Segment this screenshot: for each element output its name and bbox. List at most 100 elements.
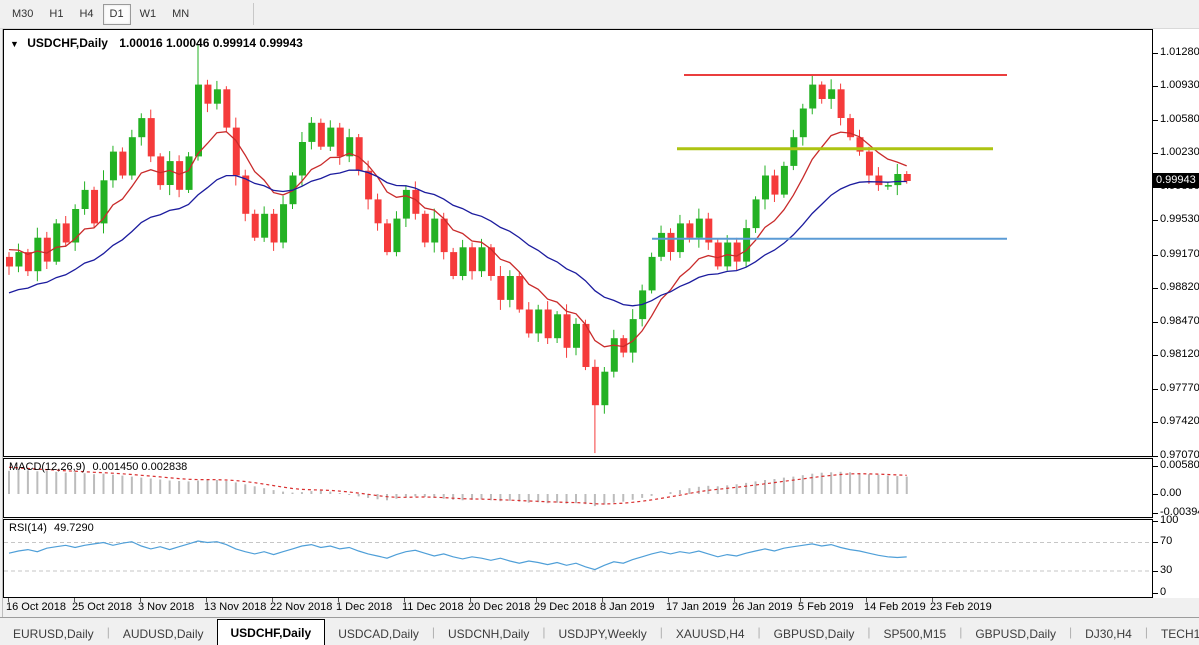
rsi-tick-0: 0	[1153, 586, 1166, 598]
date-label: 17 Jan 2019	[666, 601, 727, 613]
tick-mark	[1153, 86, 1158, 88]
date-label: 25 Oct 2018	[72, 601, 132, 613]
tick-mark	[1153, 494, 1158, 495]
tick-mark	[1153, 571, 1158, 573]
macd-current-values: 0.001450 0.002838	[92, 461, 188, 473]
date-label: 3 Nov 2018	[138, 601, 195, 613]
tabs-host: EURUSD,Daily | AUDUSD,Daily USDCHF,Daily USD…	[0, 619, 1199, 645]
date-tick-mark	[866, 598, 867, 602]
symbol-tab-usdcad-daily[interactable]: USDCAD,Daily	[338, 627, 419, 641]
rsi-tick-100: 100	[1153, 514, 1178, 526]
date-label: 13 Nov 2018	[204, 601, 267, 613]
price-tick-1.01280: 1.01280	[1153, 46, 1199, 58]
tick-mark	[1153, 465, 1158, 467]
symbol-tab-gbpusd-daily[interactable]: GBPUSD,Daily	[773, 627, 855, 641]
timeframe-toolbar: M30 H1 H4 D1 W1 MN	[0, 0, 1199, 29]
date-tick-mark	[206, 598, 207, 602]
timeframe-button-mn[interactable]: MN	[172, 8, 190, 20]
date-tick-mark	[800, 598, 801, 602]
date-label: 22 Nov 2018	[270, 601, 333, 613]
tick-mark	[1153, 355, 1158, 357]
tab-divider: |	[542, 625, 546, 639]
timeframe-button-w1[interactable]: W1	[139, 8, 157, 20]
date-tick-mark	[932, 598, 933, 602]
chart-title: ▼ USDCHF,Daily 1.00016 1.00046 0.99914 0…	[10, 36, 303, 50]
price-chart-panel[interactable]	[3, 29, 1153, 457]
price-tick-0.98820: 0.98820	[1153, 281, 1199, 293]
symbol-tab-gbpusd-daily[interactable]: GBPUSD,Daily	[975, 627, 1057, 641]
tab-divider: |	[959, 625, 963, 639]
symbol-tab-usdchf-daily[interactable]: USDCHF,Daily	[216, 619, 326, 645]
tick-mark	[1153, 254, 1158, 256]
price-tick-0.98120: 0.98120	[1153, 348, 1199, 360]
symbol-tab-sp500-m15[interactable]: SP500,M15	[883, 627, 947, 641]
macd-tick-0.005802: 0.005802	[1153, 459, 1199, 471]
tick-mark	[1153, 388, 1158, 390]
chart-ohlc-values: 1.00016 1.00046 0.99914 0.99943	[119, 36, 303, 50]
symbol-tab-usdjpy-weekly[interactable]: USDJPY,Weekly	[558, 627, 647, 641]
date-tick-mark	[74, 598, 75, 602]
symbol-tab-eurusd-daily[interactable]: EURUSD,Daily	[13, 627, 94, 641]
collapse-indicator-icon[interactable]: ▼	[10, 39, 19, 49]
tick-mark	[1153, 455, 1158, 457]
rsi-current-value: 49.7290	[53, 522, 94, 534]
symbol-tab-bar: EURUSD,Daily | AUDUSD,Daily USDCHF,Daily USD…	[0, 617, 1199, 645]
date-tick-mark	[470, 598, 471, 602]
rsi-tick-30: 30	[1153, 564, 1172, 576]
date-label: 8 Jan 2019	[600, 601, 655, 613]
window-left-edge	[0, 29, 3, 617]
price-tick-0.97070: 0.97070	[1153, 449, 1199, 461]
date-label: 11 Dec 2018	[402, 601, 464, 613]
macd-indicator-label: MACD(12,26,9) 0.001450 0.002838	[9, 461, 187, 473]
date-label: 1 Dec 2018	[336, 601, 393, 613]
timeframe-button-h4[interactable]: H4	[79, 8, 94, 20]
symbol-tab-tech100-h[interactable]: TECH100,H	[1160, 627, 1199, 641]
tab-divider: |	[659, 625, 663, 639]
date-tick-mark	[734, 598, 735, 602]
date-tick-mark	[668, 598, 669, 602]
date-label: 29 Dec 2018	[534, 601, 597, 613]
rsi-panel[interactable]	[3, 519, 1153, 598]
date-label: 5 Feb 2019	[798, 601, 854, 613]
tick-mark	[1153, 220, 1158, 222]
tick-mark	[1153, 119, 1158, 121]
price-tick-1.00580: 1.00580	[1153, 113, 1199, 125]
price-tick-0.97420: 0.97420	[1153, 415, 1199, 427]
macd-name: MACD(12,26,9)	[9, 461, 86, 473]
tab-divider: |	[106, 625, 110, 639]
symbol-tab-xauusd-h4[interactable]: XAUUSD,H4	[675, 627, 745, 641]
date-tick-mark	[8, 598, 9, 602]
rsi-tick-70: 70	[1153, 535, 1172, 547]
tick-mark	[1153, 422, 1158, 424]
timeframe-button-m30[interactable]: M30	[12, 8, 34, 20]
timeframe-button-d1[interactable]: D1	[102, 3, 131, 25]
rsi-name: RSI(14)	[9, 522, 47, 534]
macd-tick-0.00: 0.00	[1153, 487, 1181, 499]
tick-mark	[1153, 153, 1158, 155]
date-label: 26 Jan 2019	[732, 601, 793, 613]
symbol-tab-dj30-h4[interactable]: DJ30,H4	[1085, 627, 1132, 641]
macd-tick--0.003945: -0.003945	[1153, 506, 1199, 518]
tick-mark	[1153, 542, 1158, 544]
tick-mark	[1153, 288, 1158, 290]
date-tick-mark	[602, 598, 603, 602]
symbol-tab-usdcnh-daily[interactable]: USDCNH,Daily	[448, 627, 530, 641]
date-tick-mark	[140, 598, 141, 602]
tick-mark	[1153, 513, 1158, 515]
current-price-tag: 0.99943	[1153, 173, 1199, 189]
symbol-tab-audusd-daily[interactable]: AUDUSD,Daily	[122, 627, 204, 641]
date-label: 16 Oct 2018	[6, 601, 66, 613]
tab-divider: |	[431, 625, 435, 639]
date-axis[interactable]: 16 Oct 2018 25 Oct 2018 3 Nov 2018 13 Nov 2…	[3, 598, 1153, 617]
date-tick-mark	[338, 598, 339, 602]
price-axis-background	[1153, 29, 1199, 598]
tab-divider: |	[867, 625, 871, 639]
rsi-indicator-label: RSI(14) 49.7290	[9, 522, 94, 534]
tab-divider: |	[757, 625, 761, 639]
tick-mark	[1153, 521, 1158, 522]
price-tick-0.99530: 0.99530	[1153, 213, 1199, 225]
timeframe-button-h1[interactable]: H1	[49, 8, 64, 20]
tick-mark	[1153, 321, 1158, 323]
price-tick-0.97770: 0.97770	[1153, 382, 1199, 394]
price-tick-1.00930: 1.00930	[1153, 79, 1199, 91]
